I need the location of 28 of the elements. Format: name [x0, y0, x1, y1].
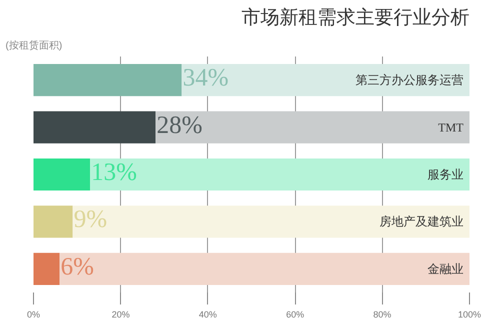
bar — [34, 158, 90, 191]
x-tick-label: 0% — [26, 310, 40, 320]
y-tick-label: 第三方办公服务运营 — [356, 73, 464, 88]
y-tick-label: 服务业 — [428, 168, 464, 182]
x-tick-label: 80% — [373, 310, 392, 320]
y-tick-label: 房地产及建筑业 — [380, 214, 464, 229]
bar — [60, 252, 470, 285]
data-label: 34% — [182, 64, 229, 92]
data-label: 6% — [60, 253, 94, 280]
x-tick-label: 40% — [198, 310, 217, 320]
bar — [34, 111, 156, 144]
x-tick-label: 100% — [458, 310, 482, 320]
bar — [182, 64, 470, 96]
x-tick-label: 20% — [112, 310, 130, 320]
bar — [90, 158, 470, 191]
x-tick-label: 60% — [286, 310, 304, 320]
y-tick-label: 金融业 — [428, 262, 464, 276]
data-label: 9% — [74, 206, 108, 234]
bar — [34, 206, 73, 238]
bar — [34, 252, 60, 285]
bar — [72, 206, 470, 238]
chart-title: 市场新租需求主要行业分析 — [242, 6, 470, 28]
bar — [34, 64, 182, 96]
data-label: 28% — [156, 112, 202, 139]
y-tick-label: TMT — [438, 120, 464, 134]
chart-subtitle: (按租赁面积) — [6, 40, 62, 52]
bar — [156, 111, 470, 144]
data-label: 13% — [91, 159, 138, 186]
